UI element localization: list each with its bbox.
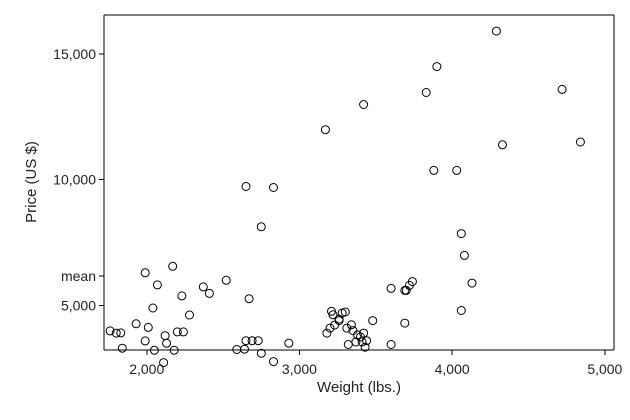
y-tick-label: mean	[61, 268, 96, 284]
data-point	[284, 338, 294, 348]
data-points	[105, 26, 585, 368]
data-point	[169, 345, 179, 355]
data-point	[401, 285, 411, 295]
data-point	[400, 318, 410, 328]
data-point	[116, 328, 126, 338]
data-point	[360, 342, 370, 352]
data-point	[330, 320, 340, 330]
data-point	[459, 250, 469, 260]
data-point	[325, 323, 335, 333]
x-tick-label: 2,000	[129, 361, 164, 377]
data-point	[386, 340, 396, 349]
data-point	[498, 140, 507, 150]
data-point	[557, 84, 567, 94]
data-point	[162, 338, 172, 348]
data-point	[256, 222, 266, 232]
data-point	[328, 310, 338, 320]
data-point	[334, 316, 344, 326]
x-tick-label: 3,000	[282, 361, 317, 377]
data-point	[178, 327, 188, 337]
data-point	[359, 100, 369, 109]
data-point	[159, 358, 169, 368]
data-point	[343, 340, 353, 349]
data-point	[407, 277, 417, 287]
chart-axes	[103, 14, 615, 351]
data-point	[342, 323, 352, 333]
data-point	[421, 88, 431, 97]
data-point	[253, 336, 263, 346]
data-point	[340, 307, 350, 317]
data-point	[456, 229, 466, 239]
data-point	[353, 330, 362, 340]
data-point	[359, 328, 369, 338]
y-tick-label: 15,000	[53, 46, 96, 62]
data-point	[357, 337, 367, 347]
y-axis-ticks: 5,000 mean 10,000 15,000	[53, 46, 104, 313]
data-point	[221, 275, 231, 285]
data-point	[247, 336, 257, 346]
data-point	[131, 319, 141, 329]
data-point	[269, 183, 278, 192]
data-point	[198, 282, 208, 292]
x-axis-ticks: 2,000 3,000 4,000 5,000	[129, 350, 623, 377]
data-point	[152, 280, 162, 290]
data-point	[149, 345, 159, 355]
data-point	[322, 328, 332, 338]
x-tick-label: 4,000	[435, 361, 470, 377]
data-point	[386, 283, 396, 293]
data-point	[240, 344, 249, 354]
data-point	[148, 303, 158, 313]
data-point	[351, 337, 361, 347]
y-axis-title: Price (US $)	[23, 141, 40, 223]
data-point	[575, 137, 585, 147]
data-point	[185, 310, 194, 320]
data-point	[346, 320, 356, 330]
y-tick-label: 10,000	[53, 172, 96, 188]
data-point	[117, 343, 127, 353]
data-point	[111, 328, 121, 338]
data-point	[368, 316, 378, 326]
data-point	[160, 331, 170, 341]
data-point	[491, 26, 501, 36]
y-tick-label: 5,000	[61, 297, 96, 313]
data-point	[204, 288, 214, 298]
data-point	[241, 336, 251, 346]
x-tick-label: 5,000	[587, 361, 622, 377]
data-point	[432, 62, 442, 72]
data-point	[320, 125, 330, 135]
x-axis-title: Weight (lbs.)	[317, 379, 401, 396]
data-point	[362, 336, 372, 346]
data-point	[177, 291, 187, 301]
data-point	[105, 326, 115, 336]
data-point	[452, 165, 462, 175]
data-point	[140, 336, 150, 346]
data-point	[140, 268, 150, 278]
data-point	[172, 327, 182, 337]
data-point	[244, 294, 254, 304]
data-point	[241, 182, 251, 191]
data-point	[456, 306, 466, 315]
data-point	[256, 348, 266, 358]
data-point	[269, 357, 278, 367]
data-point	[467, 278, 477, 288]
data-point	[143, 322, 153, 332]
data-point	[168, 261, 178, 271]
data-point	[429, 165, 439, 175]
